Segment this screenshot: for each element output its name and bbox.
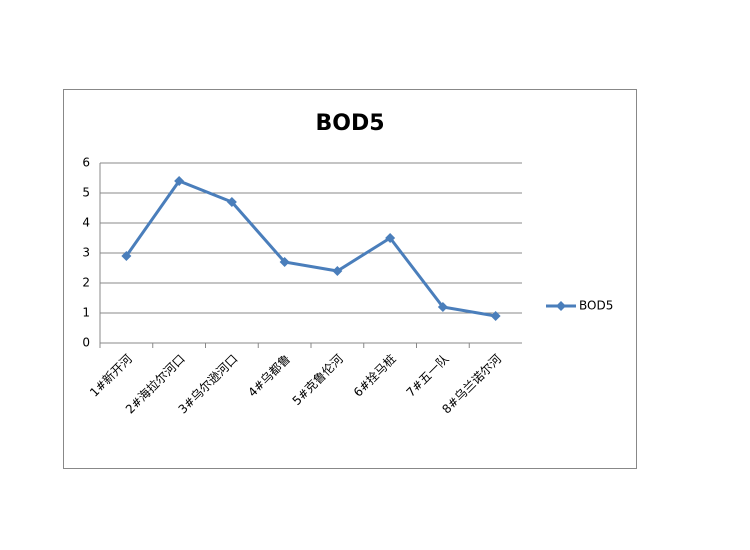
y-tick-label: 0 (82, 336, 90, 350)
chart-frame (63, 89, 637, 469)
chart-title: BOD5 (315, 111, 384, 136)
point-marker (437, 302, 448, 312)
point-marker (121, 251, 132, 261)
y-tick-label: 2 (82, 276, 90, 290)
point-marker (279, 257, 290, 267)
y-tick-label: 6 (82, 156, 90, 170)
y-tick-label: 3 (82, 246, 90, 260)
legend-marker (556, 301, 566, 311)
y-tick-label: 1 (82, 306, 90, 320)
point-marker (385, 233, 396, 243)
legend-label: BOD5 (579, 299, 613, 313)
point-marker (490, 311, 501, 321)
series-line (125, 179, 496, 318)
y-tick-label: 4 (82, 216, 90, 230)
y-tick-label: 5 (82, 186, 90, 200)
point-marker (174, 176, 185, 186)
point-marker (332, 266, 343, 276)
point-marker (226, 197, 237, 207)
